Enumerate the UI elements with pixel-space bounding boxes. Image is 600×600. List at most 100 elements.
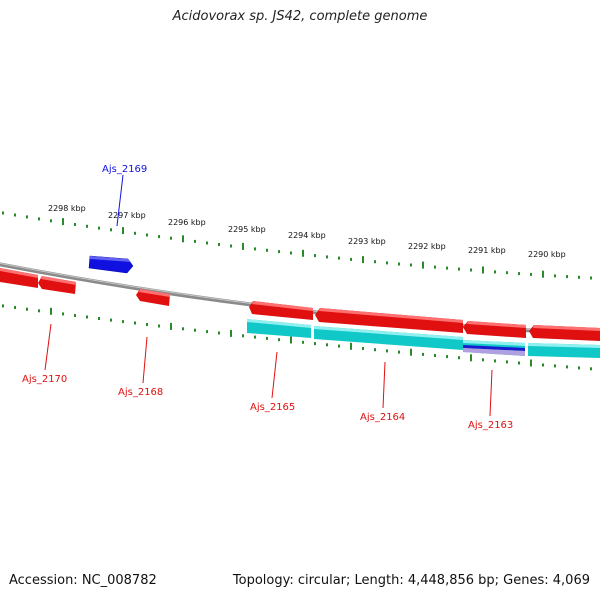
chromosome-backbone [0, 262, 600, 336]
tick-label-2291: 2291 kbp [468, 246, 506, 255]
upper-tick-15 [182, 235, 184, 243]
lower-tick-49 [590, 367, 592, 371]
gene-ajs-2165[interactable] [249, 301, 313, 320]
tick-label-2295: 2295 kbp [228, 225, 266, 234]
lower-tick-46 [554, 364, 556, 368]
upper-tick-48 [578, 275, 580, 279]
lower-tick-38 [458, 356, 460, 360]
tick-label-2290: 2290 kbp [528, 250, 566, 259]
lower-tick-34 [410, 348, 412, 356]
lower-tick-35 [422, 352, 424, 356]
lower-tick-30 [362, 347, 364, 350]
upper-tick-39 [470, 268, 472, 272]
lower-tick-32 [386, 349, 388, 353]
lower-tick-14 [170, 322, 172, 330]
upper-tick-43 [518, 272, 520, 276]
upper-tick-44 [530, 272, 532, 276]
upper-tick-23 [278, 250, 280, 254]
lower-tick-29 [350, 342, 352, 350]
gene-label-ajs-2165[interactable]: Ajs_2165 [250, 402, 295, 413]
upper-tick-0 [2, 211, 4, 215]
leader-line-ajs-2165 [271, 351, 278, 399]
lower-tick-42 [506, 360, 508, 364]
lower-tick-28 [338, 344, 340, 348]
upper-tick-20 [242, 242, 244, 250]
lower-tick-3 [38, 309, 40, 313]
lower-tick-10 [122, 320, 124, 324]
lower-tick-39 [470, 354, 472, 362]
upper-tick-14 [170, 236, 172, 240]
upper-tick-28 [338, 256, 340, 260]
gene-ajs-2163[interactable] [463, 321, 526, 338]
lower-tick-31 [374, 348, 376, 352]
upper-tick-32 [386, 261, 388, 265]
feature-block-4[interactable] [528, 343, 600, 358]
lower-tick-19 [230, 329, 232, 337]
lower-tick-44 [530, 359, 532, 367]
upper-tick-40 [482, 266, 484, 274]
lower-tick-37 [446, 355, 448, 359]
upper-tick-1 [14, 213, 16, 217]
feature-block-3[interactable] [463, 340, 525, 356]
lower-tick-2 [26, 307, 28, 311]
lower-tick-7 [86, 315, 88, 319]
gene-ajs-2170-a[interactable] [0, 268, 38, 288]
forward-gene-ajs-2169[interactable] [88, 255, 134, 274]
upper-tick-7 [86, 224, 88, 228]
lower-tick-6 [74, 314, 76, 317]
gene-unlabeled-right[interactable] [529, 325, 600, 341]
upper-tick-46 [554, 274, 556, 278]
gene-label-ajs-2168[interactable]: Ajs_2168 [118, 387, 163, 398]
upper-tick-19 [230, 244, 232, 248]
upper-tick-22 [266, 248, 268, 252]
tick-label-2297: 2297 kbp [108, 211, 146, 220]
tick-label-2296: 2296 kbp [168, 218, 206, 227]
lower-tick-1 [14, 306, 16, 309]
upper-tick-16 [194, 239, 196, 243]
lower-tick-11 [134, 321, 136, 325]
gene-label-ajs-2164[interactable]: Ajs_2164 [360, 412, 405, 423]
feature-block-2[interactable] [314, 326, 463, 350]
upper-tick-25 [302, 249, 304, 257]
lower-tick-24 [290, 336, 292, 344]
upper-tick-6 [74, 223, 76, 226]
tick-label-2293: 2293 kbp [348, 237, 386, 246]
upper-tick-34 [410, 263, 412, 267]
leader-line-ajs-2164 [382, 361, 386, 409]
upper-tick-38 [458, 267, 460, 271]
lower-tick-13 [158, 324, 160, 328]
lower-tick-5 [62, 312, 64, 316]
lower-tick-0 [2, 304, 4, 308]
upper-tick-17 [206, 241, 208, 245]
gene-ajs-2168[interactable] [136, 289, 170, 306]
lower-tick-9 [110, 318, 112, 322]
tick-label-2294: 2294 kbp [288, 231, 326, 240]
leader-line-ajs-2170 [44, 323, 52, 371]
gene-label-ajs-2170[interactable]: Ajs_2170 [22, 374, 67, 385]
gene-label-ajs-2163[interactable]: Ajs_2163 [468, 420, 513, 431]
lower-tick-33 [398, 350, 400, 354]
lower-tick-17 [206, 330, 208, 334]
gene-ajs-2170[interactable] [38, 276, 76, 294]
lower-tick-15 [182, 327, 184, 331]
upper-tick-49 [590, 276, 592, 280]
topology-text: Topology: circular; Length: 4,448,856 bp… [232, 573, 590, 588]
upper-tick-47 [566, 275, 568, 279]
gene-ajs-2164[interactable] [315, 308, 463, 333]
upper-tick-42 [506, 271, 508, 275]
lower-tick-36 [434, 354, 436, 357]
lower-tick-4 [50, 307, 52, 315]
upper-tick-45 [542, 270, 544, 278]
upper-tick-13 [158, 235, 160, 239]
chromosome-backbone-highlight [0, 262, 600, 334]
upper-tick-3 [38, 217, 40, 221]
upper-tick-18 [218, 243, 220, 246]
feature-block-1[interactable] [247, 319, 311, 338]
map-title: Acidovorax sp. JS42, complete genome [172, 9, 428, 24]
gene-label-ajs-2169[interactable]: Ajs_2169 [102, 164, 147, 175]
lower-tick-22 [266, 336, 268, 340]
leader-line-ajs-2168 [142, 336, 148, 384]
lower-tick-48 [578, 366, 580, 370]
upper-tick-29 [350, 257, 352, 261]
